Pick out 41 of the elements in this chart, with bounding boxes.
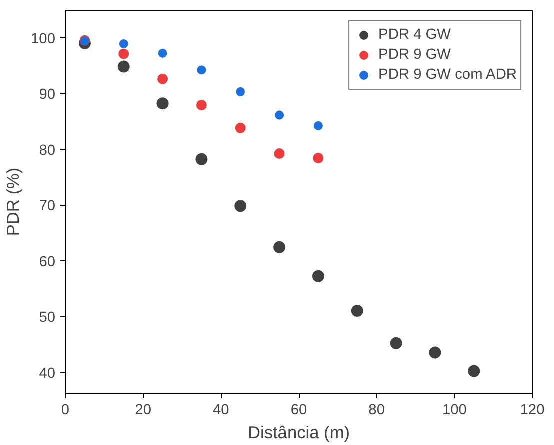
point bbox=[158, 48, 168, 58]
y-tick-label: 100 bbox=[31, 31, 56, 48]
y-tick-label: 90 bbox=[39, 87, 56, 104]
x-tick-label: 20 bbox=[135, 402, 152, 418]
x-tick-label: 40 bbox=[213, 402, 230, 418]
x-axis-title: Distância (m) bbox=[248, 422, 350, 442]
legend-label: PDR 9 GW com ADR bbox=[378, 67, 517, 83]
point bbox=[390, 337, 402, 350]
point bbox=[314, 121, 323, 130]
point bbox=[234, 200, 247, 212]
y-tick-label: 40 bbox=[39, 366, 56, 382]
point bbox=[313, 152, 324, 164]
point bbox=[468, 365, 480, 378]
point bbox=[429, 346, 442, 359]
legend-label: PDR 9 GW bbox=[378, 47, 452, 63]
x-tick-label: 0 bbox=[61, 402, 70, 418]
point bbox=[196, 100, 207, 111]
y-tick-label: 60 bbox=[39, 254, 56, 270]
point bbox=[274, 148, 285, 160]
point bbox=[119, 39, 128, 48]
point bbox=[118, 60, 130, 73]
legend-label: PDR 4 GW bbox=[378, 27, 452, 43]
point bbox=[351, 305, 364, 317]
point bbox=[235, 122, 246, 134]
y-tick-label: 70 bbox=[39, 198, 56, 215]
x-tick-label: 60 bbox=[290, 402, 308, 418]
point bbox=[158, 74, 168, 84]
point bbox=[118, 48, 130, 60]
point bbox=[156, 98, 169, 110]
point bbox=[275, 110, 284, 120]
y-tick-label: 80 bbox=[39, 142, 56, 159]
point bbox=[236, 87, 246, 96]
point bbox=[274, 241, 286, 254]
point bbox=[312, 270, 324, 282]
y-axis-title: PDR (%) bbox=[3, 168, 24, 236]
x-tick-label: 80 bbox=[368, 402, 385, 418]
x-tick-label: 100 bbox=[442, 402, 467, 418]
x-tick-label: 120 bbox=[520, 402, 545, 418]
point bbox=[197, 66, 206, 75]
y-tick-label: 50 bbox=[39, 310, 56, 326]
point bbox=[196, 153, 208, 166]
